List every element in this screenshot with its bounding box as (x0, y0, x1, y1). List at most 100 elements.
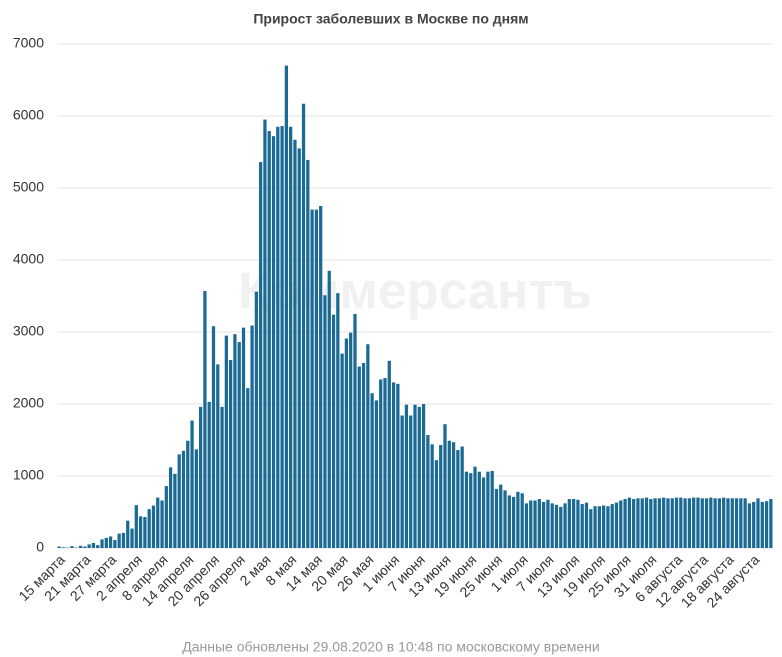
bar (537, 499, 541, 548)
bar (276, 126, 280, 549)
bar (687, 498, 692, 548)
bar (584, 502, 589, 548)
bar (529, 500, 533, 548)
bar (400, 415, 404, 548)
bar (739, 498, 743, 548)
bar (310, 209, 314, 548)
bar (387, 360, 391, 548)
bar (357, 366, 361, 548)
bar (250, 325, 254, 548)
bar (297, 148, 301, 548)
bar (662, 497, 666, 548)
bar (439, 445, 443, 548)
bar (640, 498, 644, 548)
bar (177, 454, 181, 548)
bar (164, 486, 168, 548)
y-tick-label: 0 (36, 539, 44, 555)
bar (190, 420, 194, 548)
bar (61, 547, 66, 548)
bar (477, 471, 481, 548)
bar (126, 520, 130, 548)
bar (516, 491, 520, 548)
bar (460, 446, 464, 548)
bar (254, 291, 258, 548)
bar (417, 406, 421, 548)
bar (156, 497, 160, 548)
bar (87, 544, 91, 548)
bar (713, 498, 717, 548)
bar (198, 406, 203, 548)
bar (644, 497, 649, 548)
bar (546, 499, 550, 548)
bar (614, 502, 619, 548)
bar (563, 503, 567, 548)
bar (464, 471, 469, 548)
bar (181, 450, 186, 548)
bar (752, 501, 756, 548)
bar (246, 388, 250, 548)
bar (280, 126, 284, 548)
bar (520, 493, 524, 548)
bar (100, 539, 104, 548)
bar (383, 378, 387, 548)
bar (147, 509, 151, 548)
bar (769, 499, 773, 548)
bar (57, 546, 61, 548)
bar (503, 490, 507, 548)
bar (173, 473, 177, 548)
bar (511, 496, 516, 548)
bar (692, 497, 696, 548)
bar (580, 504, 584, 548)
bar (567, 499, 571, 548)
bar (764, 501, 769, 548)
bar (353, 314, 357, 548)
y-tick-label: 7000 (13, 35, 44, 51)
bar (756, 498, 760, 548)
bar (696, 497, 700, 548)
bar (606, 506, 610, 548)
bar (336, 293, 340, 548)
bar (597, 506, 601, 548)
bar (572, 499, 576, 548)
bar (203, 290, 207, 548)
bar (700, 498, 704, 548)
y-tick-label: 6000 (13, 107, 44, 123)
bar (760, 501, 764, 548)
bar (331, 314, 336, 548)
bar (499, 484, 503, 548)
bar (289, 126, 293, 549)
bar (143, 517, 147, 548)
bar (160, 500, 164, 548)
bar (623, 499, 627, 548)
bar (541, 501, 546, 548)
bar (524, 503, 529, 548)
bar (374, 400, 379, 548)
bar (241, 327, 246, 548)
footnote: Данные обновлены 29.08.2020 в 10:48 по м… (182, 639, 599, 655)
bar (704, 498, 709, 548)
bar (327, 270, 331, 548)
bar (340, 353, 344, 548)
bar (78, 545, 83, 548)
bar (709, 497, 713, 548)
bar (550, 503, 554, 548)
bar (293, 139, 297, 548)
bar (743, 498, 747, 548)
bar (96, 545, 100, 548)
y-tick-label: 5000 (13, 179, 44, 195)
bar (233, 334, 237, 548)
bar (443, 424, 447, 548)
bar (610, 504, 614, 548)
bar (589, 509, 593, 548)
bar (323, 295, 327, 548)
bar (494, 488, 499, 548)
bar (674, 497, 679, 548)
bar (636, 498, 640, 548)
bar (211, 326, 216, 548)
bar (361, 362, 366, 548)
bar (430, 444, 434, 548)
bar (263, 119, 267, 548)
y-tick-label: 4000 (13, 251, 44, 267)
bar (533, 500, 537, 548)
y-tick-label: 2000 (13, 395, 44, 411)
